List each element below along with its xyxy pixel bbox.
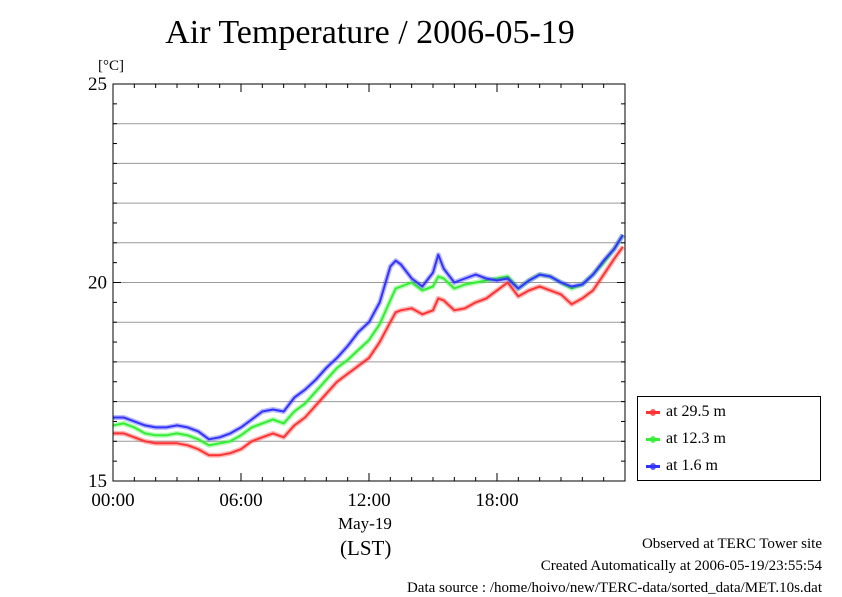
footer-data-source: Data source : /home/hoivo/new/TERC-data/… [406,580,822,596]
y-axis-unit-label: [°C] [98,58,124,74]
legend-label: at 12.3 m [666,430,726,447]
footer-created-timestamp: Created Automatically at 2006-05-19/23:5… [540,558,822,574]
x-tick-label: 00:00 [91,490,134,511]
series-line [113,234,624,441]
series-halo [113,233,626,442]
grid-lines [113,123,625,442]
legend-item-29-5m: at 29.5 m [646,401,726,423]
legend-swatch-green-icon [646,435,660,443]
axis-ticks: 15 20 25 00:00 06:00 12:00 18:00 [88,74,626,511]
legend-swatch-red-icon [646,408,660,416]
legend-label: at 29.5 m [666,403,726,420]
series-line [113,246,624,457]
legend-item-12-3m: at 12.3 m [646,428,726,450]
x-tick-label: 12:00 [347,490,390,511]
x-axis-date-label: May-19 [338,514,392,533]
chart-title: Air Temperature / 2006-05-19 [165,14,575,51]
x-tick-label: 18:00 [475,490,518,511]
series-line [112,234,624,447]
legend-label: at 1.6 m [666,457,718,474]
x-axis-label: (LST) [340,536,392,560]
footer-observed-site: Observed at TERC Tower site [641,536,822,552]
y-tick-label: 25 [88,74,107,95]
legend: at 29.5 m at 12.3 m at 1.6 m [637,396,821,481]
legend-swatch-blue-icon [646,462,660,470]
series-lines [112,233,626,458]
legend-item-1-6m: at 1.6 m [646,455,718,477]
y-tick-label: 20 [88,273,107,294]
x-tick-label: 06:00 [219,490,262,511]
y-tick-label: 15 [88,471,107,492]
